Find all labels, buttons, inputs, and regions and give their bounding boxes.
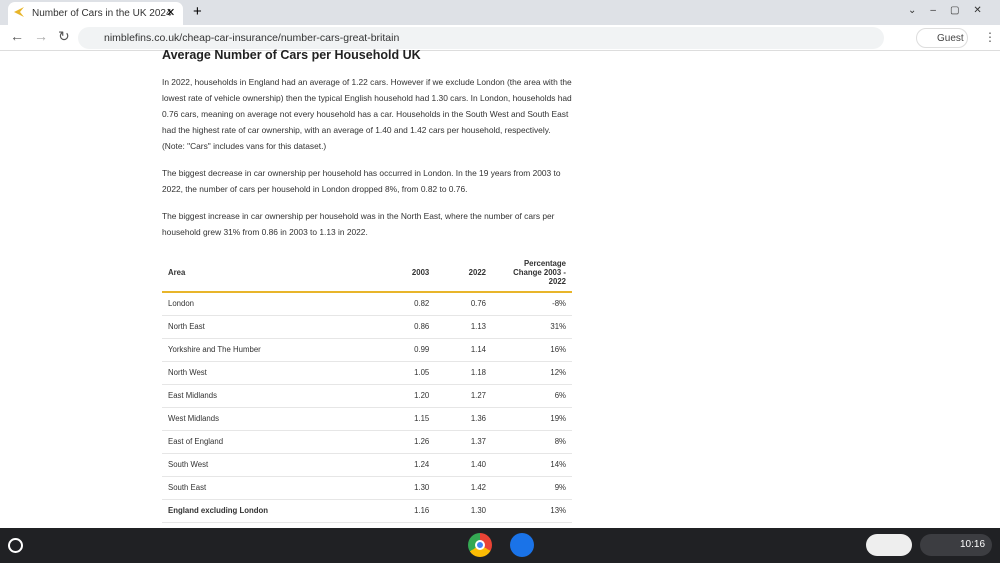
table-cell: 0.86 [378, 315, 436, 339]
table-cell: North East [162, 315, 379, 339]
table-cell: 16% [492, 338, 572, 362]
tab-title: Number of Cars in the UK 2024 [32, 8, 172, 19]
reload[interactable]: ↻ [58, 28, 70, 44]
toolbar: ← → ↻ nimblefins.co.uk/cheap-car-insuran… [0, 25, 1000, 51]
status-area[interactable]: 10:16 [920, 534, 992, 556]
chrome-icon[interactable] [468, 533, 492, 557]
table-cell: 13% [492, 499, 572, 523]
table-cell: East of England [162, 430, 379, 454]
favicon [14, 7, 24, 17]
profile-name: Guest [937, 33, 964, 44]
column-header: Area [162, 254, 379, 293]
table-cell: 1.15 [378, 407, 436, 431]
table-row: South West 1.24 1.40 14% [162, 453, 572, 477]
table-cell: 9% [492, 476, 572, 500]
table-cell: 1.37 [435, 430, 492, 454]
table-cell: 6% [492, 384, 572, 408]
table-cell: 0.99 [378, 338, 436, 362]
column-header: 2003 [378, 254, 436, 293]
launcher[interactable] [8, 538, 23, 553]
table-cell: South West [162, 453, 379, 477]
forward[interactable]: → [34, 28, 48, 44]
column-header: 2022 [435, 254, 492, 293]
table-row: North East 0.86 1.13 31% [162, 315, 572, 339]
table-cell: Yorkshire and The Humber [162, 338, 379, 362]
tray-avatars[interactable] [866, 534, 912, 556]
window-controls[interactable]: ⌄–▢✕ [908, 5, 996, 16]
tab-bar: Number of Cars in the UK 2024 ✕ + ⌄–▢✕ [0, 0, 1000, 25]
profile-button[interactable]: Guest [916, 28, 968, 48]
tab[interactable]: Number of Cars in the UK 2024 [8, 2, 183, 25]
menu[interactable]: ⋮ [984, 30, 996, 44]
table-cell: East Midlands [162, 384, 379, 408]
table-row: South East 1.30 1.42 9% [162, 476, 572, 500]
table-cell: 0.82 [378, 292, 436, 316]
table-cell: 8% [492, 430, 572, 454]
table-cell: 0.76 [435, 292, 492, 316]
paragraph: The biggest decrease in car ownership pe… [162, 168, 561, 194]
table-cell: 1.24 [378, 453, 436, 477]
table-cell: South East [162, 476, 379, 500]
column-header: Percentage Change 2003 - 2022 [492, 254, 572, 293]
taskbar: 10:16 [0, 528, 1000, 563]
table-cell: 1.27 [435, 384, 492, 408]
paragraph: In 2022, households in England had an av… [162, 77, 572, 151]
new-tab[interactable]: + [193, 3, 202, 20]
table-cell: 1.30 [435, 499, 492, 523]
table-cell: 31% [492, 315, 572, 339]
table-cell: England excluding London [162, 499, 379, 523]
table-cell: 1.05 [378, 361, 436, 385]
url: nimblefins.co.uk/cheap-car-insurance/num… [104, 32, 400, 44]
table-cell: 12% [492, 361, 572, 385]
table-row: England excluding London 1.16 1.30 13% [162, 499, 572, 523]
back[interactable]: ← [10, 28, 24, 44]
table-cell: 1.42 [435, 476, 492, 500]
table-row: London 0.82 0.76 -8% [162, 292, 572, 316]
article: Average Number of Cars per Household UK … [162, 48, 574, 523]
table-cell: 1.30 [378, 476, 436, 500]
paragraphs: In 2022, households in England had an av… [162, 74, 574, 240]
table-cell: 19% [492, 407, 572, 431]
table-cell: 1.36 [435, 407, 492, 431]
tab-close[interactable]: ✕ [166, 7, 176, 19]
clock: 10:16 [960, 539, 986, 550]
table-row: Yorkshire and The Humber 0.99 1.14 16% [162, 338, 572, 362]
address-bar[interactable]: nimblefins.co.uk/cheap-car-insurance/num… [78, 27, 884, 49]
table-cell: 14% [492, 453, 572, 477]
table-row: West Midlands 1.15 1.36 19% [162, 407, 572, 431]
table-cell: London [162, 292, 379, 316]
heading: Average Number of Cars per Household UK [162, 48, 421, 62]
table-cell: 1.16 [378, 499, 436, 523]
table-cell: 1.14 [435, 338, 492, 362]
data-table: Area 2003 2022 Percentage Change 2003 - 202… [162, 254, 572, 523]
paragraph: The biggest increase in car ownership pe… [162, 211, 555, 237]
table-cell: North West [162, 361, 379, 385]
header-row: Area 2003 2022 Percentage Change 2003 - 202… [162, 254, 572, 293]
table-body: London 0.82 0.76 -8% North East 0.86 1.13 31% Yo… [162, 292, 572, 523]
table-cell: West Midlands [162, 407, 379, 431]
table-row: East of England 1.26 1.37 8% [162, 430, 572, 454]
table-row: North West 1.05 1.18 12% [162, 361, 572, 385]
table-cell: 1.13 [435, 315, 492, 339]
table-cell: 1.18 [435, 361, 492, 385]
files-icon[interactable] [510, 533, 534, 557]
table-cell: 1.40 [435, 453, 492, 477]
table-cell: 1.20 [378, 384, 436, 408]
table-row: East Midlands 1.20 1.27 6% [162, 384, 572, 408]
table-cell: -8% [492, 292, 572, 316]
table-cell: 1.26 [378, 430, 436, 454]
